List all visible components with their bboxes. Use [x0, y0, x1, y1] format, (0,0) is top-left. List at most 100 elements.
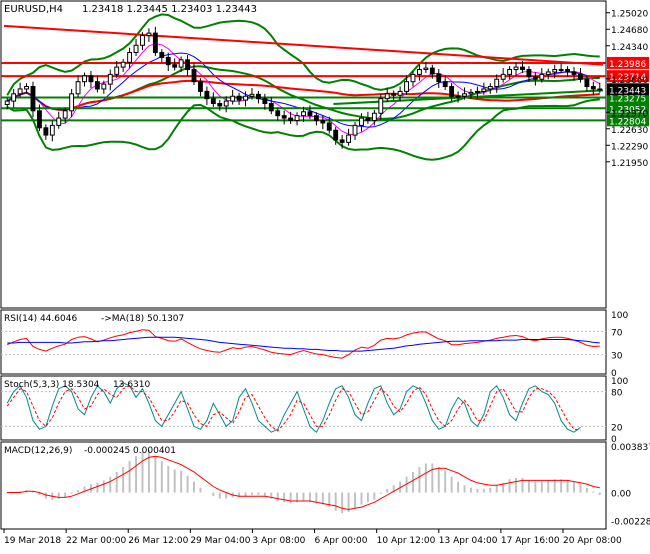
candle-body — [140, 35, 145, 46]
candle-body — [107, 73, 113, 85]
candle-body — [43, 127, 49, 136]
level-price-label: 1.23275 — [609, 94, 646, 104]
candle-body — [558, 69, 564, 72]
candle-body — [101, 83, 107, 90]
stoch-title: Stoch(5,3,3) 18.5304 — [4, 380, 100, 390]
rsi-tick-label: 30 — [611, 352, 623, 362]
stoch-pane-frame — [0, 375, 607, 441]
candle-body — [346, 134, 352, 143]
candle-body — [333, 129, 339, 141]
rsi-title: RSI(14) 44.6046 — [4, 314, 77, 324]
candle-body — [133, 44, 139, 54]
candle-body — [378, 98, 384, 114]
macd-tick-label: 0.003837 — [611, 443, 650, 453]
candle-body — [384, 93, 390, 100]
candle-body — [249, 93, 255, 97]
candle-body — [545, 71, 551, 75]
candle-body — [191, 69, 197, 83]
candle-body — [36, 110, 42, 129]
candle-body — [281, 115, 287, 119]
candle-body — [365, 117, 371, 122]
candle-body — [114, 66, 120, 75]
candle-body — [442, 81, 448, 88]
candle-body — [307, 111, 313, 117]
price-tick-label: 1.22970 — [611, 109, 648, 119]
candle-body — [468, 91, 474, 95]
price-tick-label: 1.22630 — [611, 126, 648, 136]
candle-body — [571, 71, 577, 75]
stoch-tick-label: 20 — [611, 423, 623, 433]
candle-body — [313, 115, 319, 122]
candle-body — [590, 86, 596, 90]
candle-body — [11, 93, 17, 102]
ohlc-readout: 1.23418 1.23445 1.23403 1.23443 — [82, 4, 257, 15]
candle-body — [371, 112, 377, 122]
level-price-label: 1.23986 — [609, 60, 646, 70]
candle-body — [4, 100, 10, 105]
price-tick-label: 1.23660 — [611, 76, 648, 86]
candle-body — [539, 73, 545, 80]
rsi-ma-line — [7, 336, 600, 352]
candle-body — [255, 93, 261, 100]
axis-layer: 1.25020 1.24680 1.24340 1.23660 1.22970 1.226… — [3, 10, 650, 546]
candle-body — [24, 86, 29, 90]
candle-body — [178, 59, 184, 68]
bollinger-lower-line — [6, 98, 600, 161]
macd-subtitle: -0.000245 0.000401 — [84, 446, 176, 456]
time-tick-label: 26 Mar 12:00 — [128, 536, 188, 546]
candle-body — [88, 75, 94, 83]
price-tick-label: 1.21950 — [611, 159, 648, 169]
stoch-d-line — [6, 385, 581, 432]
rsi-tick-label: 0 — [611, 369, 617, 379]
price-tick-label: 1.24680 — [611, 26, 648, 36]
candle-body — [417, 69, 422, 75]
price-tick-label: 1.22290 — [611, 142, 648, 152]
rsi-pane-frame — [0, 309, 607, 375]
candle-body — [210, 98, 216, 105]
current-price-tag — [607, 83, 649, 96]
candle-body — [223, 100, 229, 107]
candle-body — [397, 90, 403, 96]
level-price-tag — [607, 102, 649, 115]
candle-body — [262, 98, 268, 105]
candle-body — [17, 88, 23, 95]
candle-body — [584, 78, 590, 88]
level-price-tag — [607, 56, 649, 69]
macd-signal-line — [7, 455, 600, 511]
symbol-title: EURUSD,H4 — [4, 4, 63, 15]
candle-body — [352, 124, 358, 136]
candle-body — [275, 110, 281, 117]
candle-body — [268, 103, 274, 112]
candle-body — [404, 81, 409, 92]
candle-body — [436, 73, 442, 83]
stoch-subtitle: 13.6310 — [113, 380, 150, 390]
time-tick-label: 20 Apr 08:00 — [563, 536, 622, 546]
macd-pane-frame — [0, 441, 607, 530]
candle-body — [294, 115, 300, 122]
candle-body — [120, 61, 126, 68]
candle-body — [69, 93, 75, 112]
candle-body — [230, 95, 236, 102]
candle-body — [146, 32, 152, 37]
macd-tick-label: 0.00 — [611, 490, 631, 500]
candle-body — [185, 59, 190, 71]
candle-body — [82, 75, 87, 83]
candle-body — [127, 52, 133, 63]
candle-body — [532, 76, 538, 80]
stoch-k-line — [6, 382, 581, 433]
current-price-label: 1.23443 — [609, 86, 646, 96]
candle-body — [410, 73, 416, 83]
candle-body — [565, 69, 571, 73]
price-tick-label: 1.25020 — [611, 10, 648, 20]
candle-body — [217, 103, 223, 107]
candle-body — [423, 67, 429, 71]
candle-body — [152, 32, 158, 54]
macd-layer — [6, 450, 601, 514]
candle-body — [326, 122, 332, 131]
candle-body — [62, 110, 68, 119]
candle-body — [288, 117, 294, 122]
candle-body — [339, 139, 345, 143]
time-tick-label: 22 Mar 00:00 — [66, 536, 126, 546]
